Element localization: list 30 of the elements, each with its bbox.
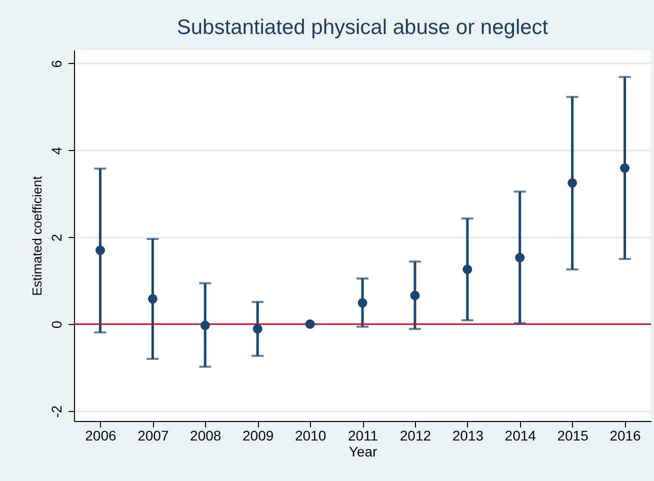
y-tick-label: 4 xyxy=(48,146,64,155)
y-tick-label: 6 xyxy=(48,60,64,68)
x-tick-label: 2012 xyxy=(400,428,432,444)
point xyxy=(148,294,158,304)
y-tick-label: 2 xyxy=(48,234,64,242)
point xyxy=(410,290,420,300)
y-tick-label: 0 xyxy=(48,320,64,329)
x-tick-label: 2008 xyxy=(190,428,222,444)
point xyxy=(95,246,105,256)
y-axis-title: Estimated coefficient xyxy=(30,176,44,296)
point xyxy=(200,320,210,330)
point xyxy=(358,298,368,308)
point xyxy=(462,264,472,274)
y-tick-label: -2 xyxy=(48,405,64,418)
x-tick-label: 2010 xyxy=(294,428,326,444)
point xyxy=(515,252,525,262)
point xyxy=(252,324,262,334)
point xyxy=(620,163,630,173)
x-axis-title: Year xyxy=(348,444,378,460)
x-tick-label: 2007 xyxy=(138,428,169,444)
x-tick-label: 2014 xyxy=(504,428,536,444)
point xyxy=(568,178,578,188)
x-tick-label: 2016 xyxy=(610,428,642,444)
point xyxy=(305,319,315,329)
x-tick-label: 2011 xyxy=(348,428,378,444)
x-tick-label: 2013 xyxy=(452,428,484,444)
x-tick-label: 2006 xyxy=(85,428,117,444)
x-tick-label: 2015 xyxy=(557,428,589,444)
chart-title: Substantiated physical abuse or neglect xyxy=(176,16,548,39)
x-tick-label: 2009 xyxy=(242,428,274,444)
